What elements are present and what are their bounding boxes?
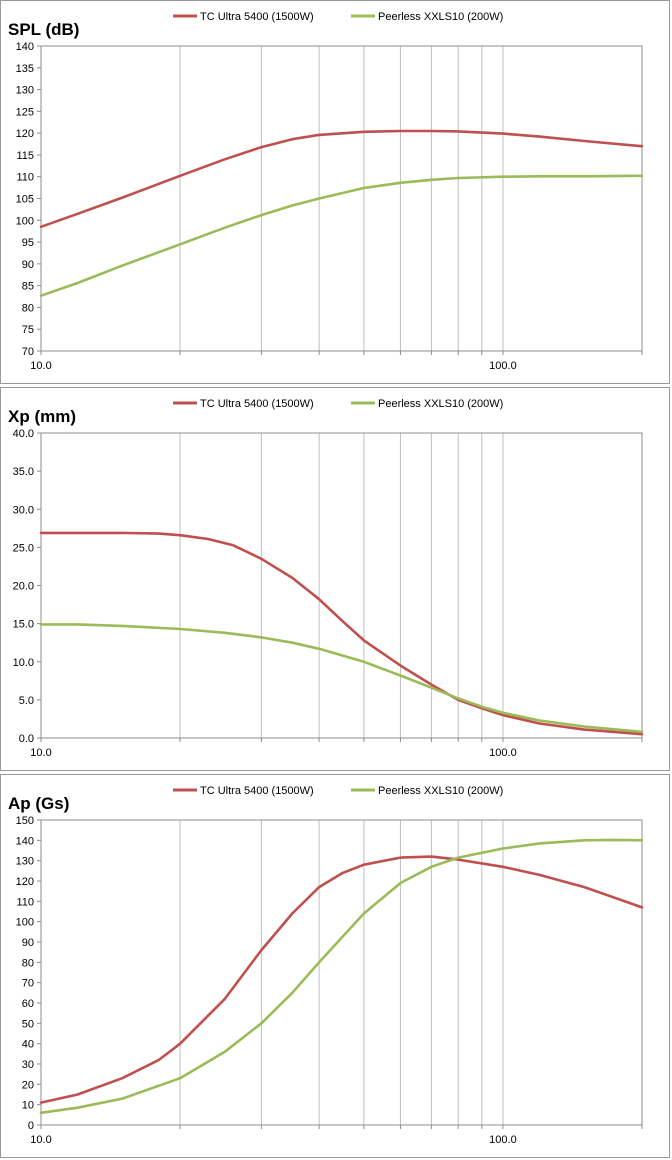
series-line-peerless [39,623,644,734]
y-tick-label: 30.0 [13,504,34,516]
y-tick-label: 130 [16,856,34,868]
x-tick-label: 10.0 [30,747,51,759]
y-tick-label: 100 [16,917,34,929]
ap-chart-panel: 0 10 20 30 40 50 60 70 80 90 100 110 120 130 140 150 10.… [0,774,670,1158]
spl-chart: 70 75 80 85 90 95 100 105 110 115 120 125 130 135 140 1… [8,11,644,372]
y-tick-label: 140 [16,835,34,847]
legend-label: Peerless XXLS10 (200W) [378,398,503,410]
y-axis: 0 10 20 30 40 50 60 70 80 90 100 110 120 130 140 150 [16,815,41,1132]
series-line-peerless [39,174,644,297]
y-tick-label: 140 [16,41,34,53]
legend: TC Ultra 5400 (1500W) Peerless XXLS10 (20… [173,785,503,797]
gridlines [179,46,504,351]
y-tick-label: 95 [22,237,34,249]
spl-chart-panel: 70 75 80 85 90 95 100 105 110 115 120 125 130 135 140 1… [0,0,670,384]
xp-chart: 0.05.010.015.020.025.030.035.040.010.0 10… [8,398,644,759]
y-tick-label: 20 [22,1079,34,1091]
series-line-tc-ultra [39,129,644,229]
y-tick-label: 30 [22,1059,34,1071]
y-tick-label: 10.0 [13,657,34,669]
series-line-tc-ultra [39,855,644,1104]
x-tick-label: 100.0 [489,360,517,372]
legend-label: Peerless XXLS10 (200W) [378,785,503,797]
y-tick-label: 100 [16,215,34,227]
chart-title: SPL (dB) [8,20,79,39]
x-axis: 10.0 100.0 [30,738,643,759]
y-tick-label: 115 [16,150,34,162]
series-line-peerless [39,838,644,1115]
y-tick-label: 25.0 [13,542,34,554]
y-tick-label: 80 [22,957,34,969]
y-axis: 70 75 80 85 90 95 100 105 110 115 120 125 130 135 140 [16,41,41,358]
y-tick-label: 35.0 [13,466,34,478]
x-tick-label: 10.0 [30,1134,51,1146]
y-tick-label: 5.0 [19,695,34,707]
y-tick-label: 70 [22,346,34,358]
legend-label: TC Ultra 5400 (1500W) [200,785,314,797]
y-tick-label: 125 [16,106,34,118]
x-axis: 10.0 100.0 [30,351,643,372]
y-tick-label: 90 [22,259,34,271]
x-axis: 10.0 100.0 [30,1125,643,1146]
plot-area [40,819,643,1126]
y-tick-label: 40.0 [13,428,34,440]
y-tick-label: 50 [22,1018,34,1030]
chart-title: Ap (Gs) [8,794,69,813]
y-tick-label: 110 [16,896,34,908]
x-tick-label: 100.0 [489,1134,517,1146]
x-tick-label: 100.0 [489,747,517,759]
y-tick-label: 70 [22,978,34,990]
y-tick-label: 120 [16,128,34,140]
y-axis: 0.0 5.0 10.0 15.0 20.0 25.0 30.0 35.0 40.0 [13,428,41,745]
legend: TC Ultra 5400 (1500W) Peerless XXLS10 (20… [173,398,503,410]
chart-title: Xp (mm) [8,407,76,426]
legend-label: TC Ultra 5400 (1500W) [200,11,314,23]
legend-label: Peerless XXLS10 (200W) [378,11,503,23]
xp-chart-panel: 0.0 5.0 10.0 15.0 20.0 25.0 30.0 35.0 40.0 10.0 10… [0,387,670,771]
gridlines [179,820,504,1125]
legend-label: TC Ultra 5400 (1500W) [200,398,314,410]
y-tick-label: 80 [22,302,34,314]
legend: TC Ultra 5400 (1500W) Peerless XXLS10 (20… [173,11,503,23]
y-tick-label: 150 [16,815,34,827]
gridlines [179,433,504,738]
y-tick-label: 130 [16,85,34,97]
y-tick-label: 40 [22,1039,34,1051]
y-tick-label: 135 [16,63,34,75]
y-tick-label: 110 [16,172,34,184]
y-tick-label: 0 [28,1120,34,1132]
y-tick-label: 10 [22,1100,34,1112]
y-tick-label: 0.0 [19,733,34,745]
y-tick-label: 90 [22,937,34,949]
y-tick-label: 15.0 [13,619,34,631]
series-line-tc-ultra [39,531,644,736]
y-tick-label: 75 [22,324,34,336]
y-tick-label: 20.0 [13,581,34,593]
ap-chart: 0 10 20 30 40 50 60 70 80 90 100 110 120 130 140 150 10.… [8,785,644,1146]
y-tick-label: 120 [16,876,34,888]
y-tick-label: 85 [22,281,34,293]
x-tick-label: 10.0 [30,360,51,372]
plot-area [40,432,643,739]
y-tick-label: 60 [22,998,34,1010]
y-tick-label: 105 [16,194,34,206]
plot-area [40,45,643,352]
